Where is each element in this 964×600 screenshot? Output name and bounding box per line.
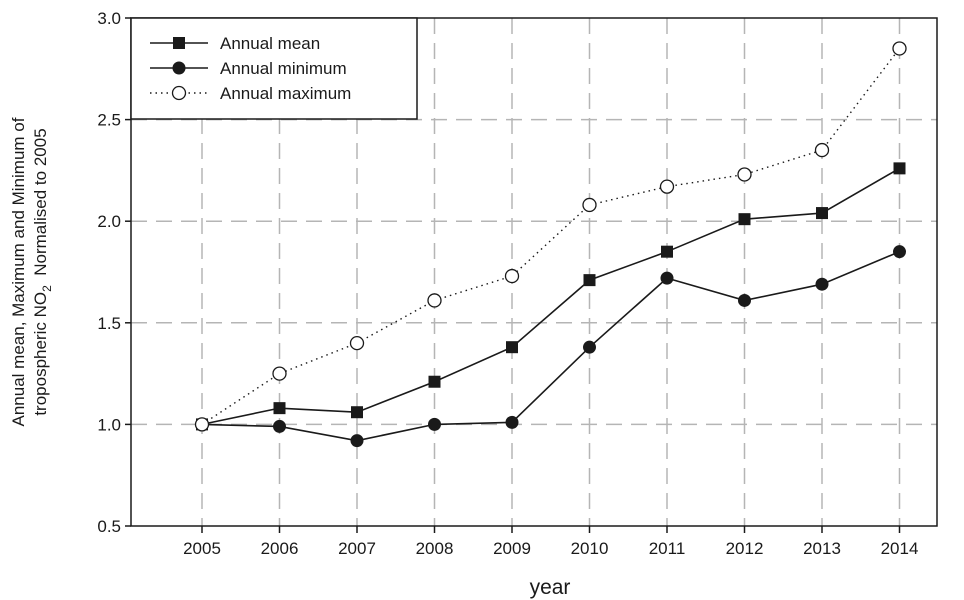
x-tick-label: 2013 [803, 539, 841, 558]
data-point-annual-maximum [194, 417, 210, 432]
data-point-annual-mean [351, 406, 363, 419]
x-axis-ticks: 2005 2006 2007 2008 2009 2010 2011 2012 2013 2014 [183, 526, 918, 558]
data-point-annual-minimum [428, 417, 441, 431]
data-point-annual-maximum [892, 41, 907, 56]
data-point-annual-minimum [738, 293, 751, 307]
data-point-annual-minimum [660, 271, 674, 285]
data-point-annual-maximum [349, 335, 365, 351]
y-tick-label: 2.0 [97, 212, 121, 231]
data-point-annual-minimum [505, 415, 519, 429]
data-point-annual-minimum [273, 419, 286, 433]
x-tick-label: 2010 [571, 539, 609, 558]
legend-marker-annual-maximum [171, 85, 187, 101]
data-point-annual-mean [583, 274, 596, 287]
data-point-annual-mean [273, 402, 286, 415]
data-point-annual-mean [893, 162, 906, 175]
y-axis-title: Annual mean, Maximum and Minimum of trop… [9, 117, 54, 426]
legend: Annual mean Annual minimum Annual maximum [130, 17, 418, 120]
y-tick-label: 3.0 [97, 9, 121, 28]
plot-frame [130, 17, 938, 527]
y-axis-title-line1: Annual mean, Maximum and Minimum of [9, 117, 28, 426]
legend-label-annual-minimum: Annual minimum [220, 59, 347, 78]
y-axis-title-line2: tropospheric NO2 Normalised to 2005 [31, 128, 54, 415]
x-tick-label: 2009 [493, 539, 531, 558]
data-point-annual-minimum [815, 277, 829, 291]
data-point-annual-maximum [814, 142, 830, 158]
data-point-annual-minimum [893, 245, 906, 259]
legend-marker-annual-minimum [172, 61, 186, 75]
data-point-annual-maximum [272, 366, 287, 381]
data-point-annual-maximum [504, 268, 520, 284]
data-point-annual-maximum [659, 179, 675, 194]
x-tick-label: 2012 [726, 539, 764, 558]
x-tick-label: 2011 [649, 539, 686, 558]
x-tick-label: 2006 [261, 539, 299, 558]
data-point-annual-mean [816, 207, 828, 220]
y-tick-label: 1.0 [97, 415, 121, 434]
data-point-annual-mean [506, 341, 518, 354]
data-point-annual-maximum [427, 293, 442, 308]
y-axis-ticks: 0.5 1.0 1.5 2.0 2.5 3.0 [97, 9, 131, 536]
series-layer [194, 41, 907, 448]
x-axis-title: year [530, 576, 571, 599]
x-tick-label: 2014 [881, 539, 919, 558]
y-tick-label: 0.5 [97, 517, 121, 536]
data-point-annual-minimum [583, 340, 596, 354]
x-tick-label: 2005 [183, 539, 221, 558]
data-point-annual-maximum [582, 197, 597, 213]
series-line-annual-mean [201, 167, 900, 426]
series-line-annual-minimum [201, 250, 900, 442]
y-tick-label: 2.5 [97, 111, 121, 130]
legend-marker-annual-mean [173, 37, 185, 49]
data-point-annual-maximum [737, 167, 752, 182]
x-tick-label: 2008 [416, 539, 454, 558]
legend-label-annual-maximum: Annual maximum [220, 84, 351, 103]
data-point-annual-mean [428, 375, 441, 388]
x-tick-label: 2007 [338, 539, 376, 558]
data-point-annual-mean [738, 213, 751, 226]
y-tick-label: 1.5 [97, 314, 121, 333]
data-point-annual-minimum [350, 434, 364, 448]
data-point-annual-mean [661, 245, 673, 258]
series-line-annual-maximum [201, 48, 901, 425]
legend-label-annual-mean: Annual mean [220, 34, 320, 53]
